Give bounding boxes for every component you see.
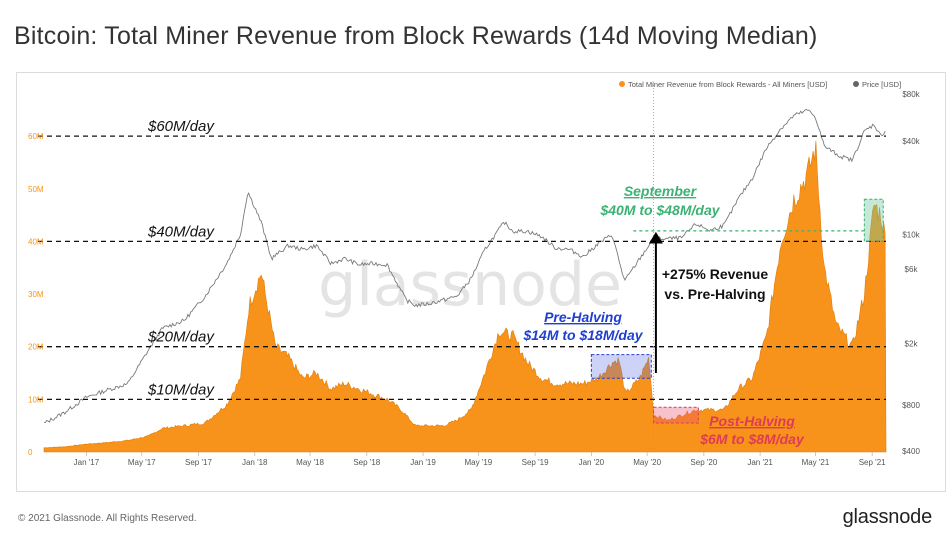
post-halving-title: Post-Halving [709, 413, 795, 429]
y-right-tick-1: $800 [902, 401, 920, 410]
increase-label-line1: +275% Revenue [662, 266, 768, 282]
pre-halving-title: Pre-Halving [544, 309, 622, 325]
y-right-tick-2: $2k [905, 339, 919, 348]
x-tick-2: Sep '17 [185, 458, 212, 467]
y-left-tick-5: 50M [28, 185, 44, 194]
x-tick-14: Sep '21 [859, 458, 886, 467]
x-tick-9: Jan '20 [579, 458, 605, 467]
pre-halving-subtitle: $14M to $18M/day [522, 327, 643, 343]
y-right-tick-3: $6k [905, 265, 919, 274]
increase-arrow-head [648, 231, 663, 244]
x-tick-7: May '19 [464, 458, 492, 467]
x-tick-5: Sep '18 [353, 458, 380, 467]
x-tick-1: May '17 [128, 458, 156, 467]
revenue-area[interactable] [43, 140, 887, 453]
post-halving-box [653, 406, 699, 424]
copyright-text: © 2021 Glassnode. All Rights Reserved. [18, 513, 197, 524]
y-right-tick-4: $10k [902, 231, 920, 240]
page-title: Bitcoin: Total Miner Revenue from Block … [14, 22, 818, 50]
x-tick-12: Jan '21 [747, 458, 773, 467]
y-right-tick-5: $40k [902, 137, 920, 146]
price-line[interactable] [43, 108, 886, 424]
legend-marker-1[interactable] [853, 81, 859, 87]
watermark-text: glassnode [318, 250, 622, 320]
x-tick-3: Jan '18 [242, 458, 268, 467]
x-tick-10: May '20 [633, 458, 661, 467]
legend-label-0: Total Miner Revenue from Block Rewards -… [628, 80, 827, 89]
legend-label-1: Price [USD] [862, 80, 901, 89]
x-tick-6: Jan '19 [410, 458, 436, 467]
y-left-tick-2: 20M [28, 343, 44, 352]
post-halving-subtitle: $6M to $8M/day [699, 431, 805, 447]
reference-label-2: $20M/day [147, 329, 215, 346]
y-left-tick-3: 30M [28, 290, 44, 299]
y-left-tick-6: 60M [28, 132, 44, 141]
pre-halving-box [590, 354, 652, 379]
chart-frame [16, 72, 946, 492]
brand-logo: glassnode [842, 506, 933, 528]
x-tick-8: Sep '19 [522, 458, 549, 467]
increase-label-line2: vs. Pre-Halving [664, 286, 765, 302]
y-left-tick-0: 0 [28, 448, 33, 457]
september-box [863, 198, 884, 242]
x-tick-13: May '21 [802, 458, 830, 467]
reference-label-0: $60M/day [147, 118, 215, 135]
september-subtitle: $40M to $48M/day [599, 202, 720, 218]
x-tick-11: Sep '20 [690, 458, 717, 467]
reference-label-1: $40M/day [147, 223, 215, 240]
y-left-tick-1: 10M [28, 395, 44, 404]
x-tick-4: May '18 [296, 458, 324, 467]
september-title: September [624, 183, 698, 199]
x-tick-0: Jan '17 [74, 458, 100, 467]
legend-marker-0[interactable] [619, 81, 625, 87]
y-right-tick-0: $400 [902, 447, 920, 456]
y-right-tick-6: $80k [902, 90, 920, 99]
y-left-tick-4: 40M [28, 237, 44, 246]
reference-label-3: $10M/day [147, 381, 215, 398]
